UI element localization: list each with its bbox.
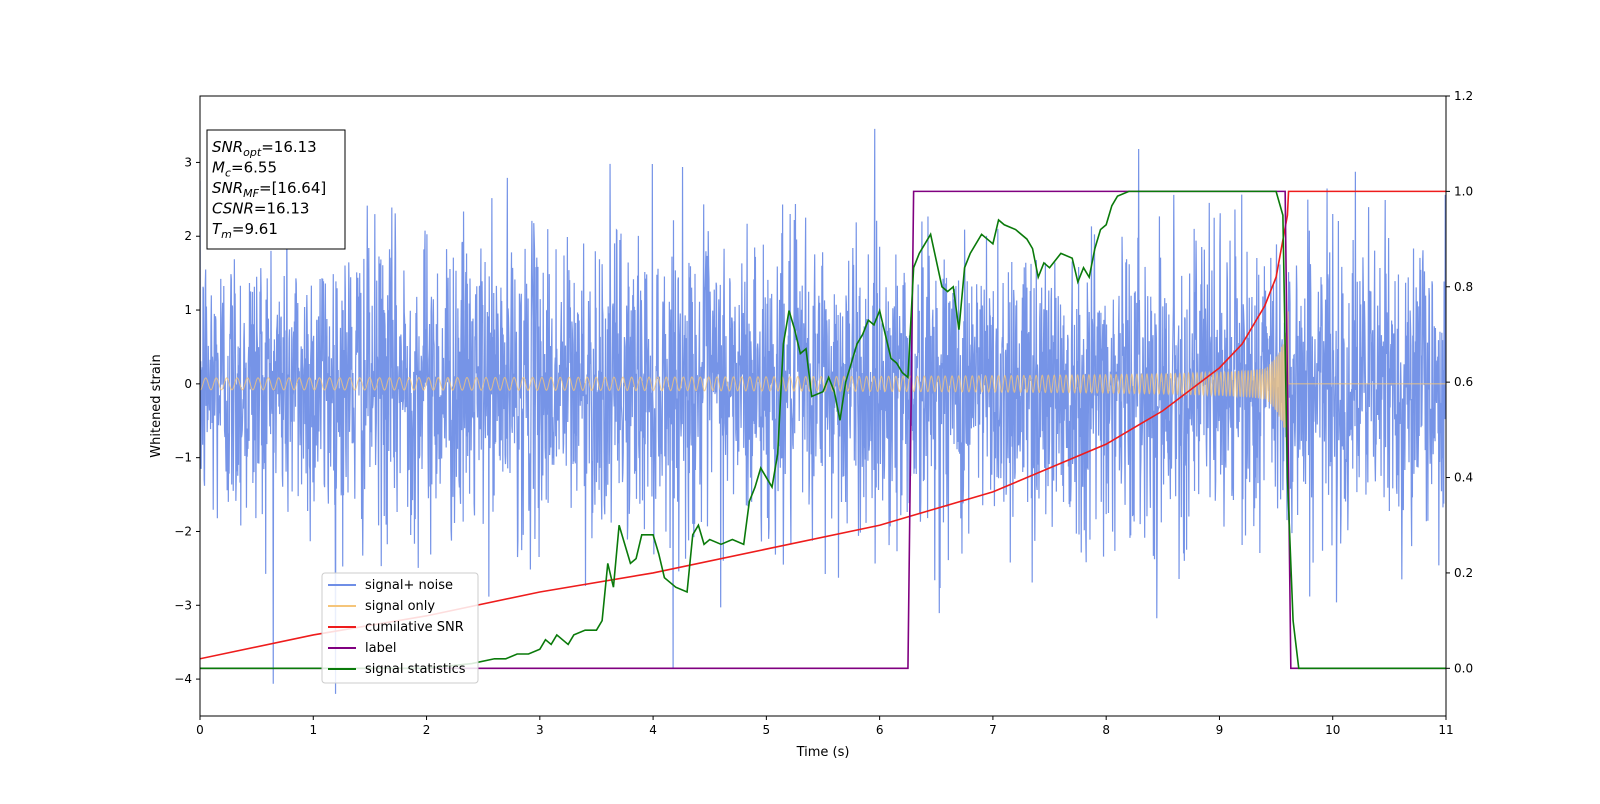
info-box-line: SNRMF=[16.64] — [212, 179, 326, 200]
y-right-tick-label: 1.0 — [1454, 184, 1473, 198]
y-left-tick-label: 3 — [184, 155, 192, 169]
y-right-tick-label: 0.2 — [1454, 566, 1473, 580]
y-left-tick-label: −2 — [174, 524, 192, 538]
x-axis-label: Time (s) — [796, 745, 850, 760]
info-box-line: CSNR=16.13 — [212, 200, 309, 218]
y-right-tick-label: 0.0 — [1454, 661, 1473, 675]
y-right-tick-label: 0.8 — [1454, 280, 1473, 294]
series-line-cumilative-snr — [200, 190, 1446, 660]
y-left-tick-label: −3 — [174, 598, 192, 612]
x-tick-label: 2 — [423, 723, 431, 737]
x-tick-label: 4 — [649, 723, 657, 737]
y-right-tick-label: 0.6 — [1454, 375, 1473, 389]
y-right-tick-label: 0.4 — [1454, 471, 1473, 485]
x-tick-label: 3 — [536, 723, 544, 737]
legend-label: signal+ noise — [365, 578, 453, 593]
y-right-tick-label: 1.2 — [1454, 89, 1473, 103]
info-box-line: Tm=9.61 — [212, 220, 278, 241]
x-tick-label: 6 — [876, 723, 884, 737]
x-tick-label: 1 — [309, 723, 317, 737]
series-line-signal-only — [200, 311, 1446, 449]
legend-label: cumilative SNR — [365, 620, 464, 635]
legend-label: signal statistics — [365, 662, 466, 677]
x-tick-label: 7 — [989, 723, 997, 737]
series-layer — [200, 128, 1446, 694]
x-tick-label: 9 — [1216, 723, 1224, 737]
info-box-frame — [206, 129, 346, 250]
info-box: SNRopt=16.13Mc=6.55SNRMF=[16.64]CSNR=16.… — [206, 129, 346, 250]
x-tick-label: 10 — [1325, 723, 1340, 737]
y-left-tick-label: −1 — [174, 451, 192, 465]
plot-frame — [199, 95, 1447, 717]
x-tick-label: 0 — [196, 723, 204, 737]
y-axis-label: Whitened strain — [149, 354, 164, 457]
y-left-tick-label: 0 — [184, 377, 192, 391]
legend-frame — [321, 572, 479, 684]
x-tick-label: 5 — [763, 723, 771, 737]
legend: signal+ noise signal only cumilative SNR la… — [321, 572, 479, 684]
info-box-line: Mc=6.55 — [212, 159, 277, 180]
info-box-line: SNRopt=16.13 — [212, 138, 317, 159]
y-left-tick-label: 1 — [184, 303, 192, 317]
series-line-signal-statistics — [200, 190, 1446, 670]
legend-label: label — [365, 641, 396, 656]
x-tick-label: 11 — [1438, 723, 1453, 737]
ticks-layer: 0 1 2 3 4 5 6 7 8 9 10 11 −4 −3 −2 −1 0 1 2 3 0.0 0.2 0.4 0.6 0.… — [174, 89, 1473, 737]
legend-label: signal only — [365, 599, 435, 614]
x-tick-label: 8 — [1102, 723, 1110, 737]
y-left-tick-label: 2 — [184, 229, 192, 243]
y-left-tick-label: −4 — [174, 672, 192, 686]
series-line-signal-noise — [200, 128, 1446, 694]
